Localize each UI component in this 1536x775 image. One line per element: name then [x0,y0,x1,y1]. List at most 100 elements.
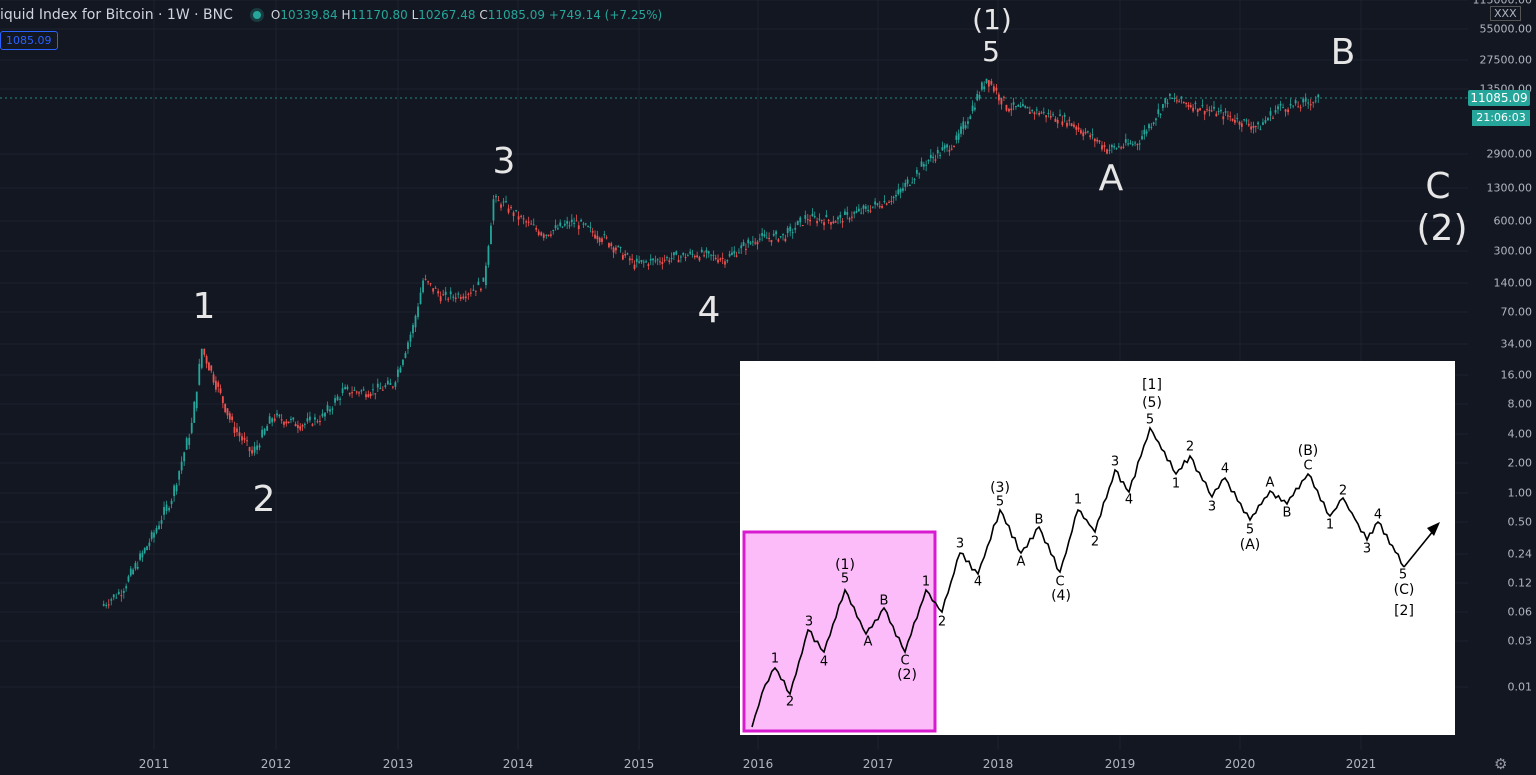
candle-body [1195,103,1197,104]
candle-body [508,209,510,213]
candle-body [457,294,459,295]
candle-body [937,150,939,153]
candle-body [1178,101,1180,102]
candle-body [995,88,997,91]
bar-countdown: 21:06:03 [1472,110,1530,126]
y-axis-tick-label: 1.00 [1470,487,1532,500]
open-key: O [271,8,280,22]
candle-body [1300,107,1302,108]
candle-body [648,264,650,266]
close-value: 11085.09 [488,8,545,22]
scale-button[interactable]: XXX [1490,6,1521,21]
candle-body [1312,102,1314,103]
candle-body [1234,120,1236,123]
candle-body [475,291,477,292]
chart-header: iquid Index for Bitcoin · 1W · BNC O1033… [0,6,662,24]
candle-body [372,389,374,390]
y-axis-tick-label: 115000.00 [1470,0,1532,7]
candle-body [467,294,469,295]
candle-body [888,202,890,203]
wave-label-c: C [1425,169,1450,205]
candle-body [738,252,740,253]
candle-body [914,179,916,180]
candle-body [627,253,629,254]
candle-body [986,79,988,83]
candle-body [485,266,487,285]
candle-body [1031,110,1033,111]
y-axis-tick-label: 0.01 [1470,681,1532,694]
candle-body [1241,123,1243,127]
candle-body [1275,110,1277,112]
candle-body [907,179,909,183]
candle-body [1290,104,1292,105]
candle-body [412,325,414,333]
candle-body [853,212,855,214]
candle-body [724,261,726,264]
candle-body [1020,106,1022,107]
change-value: +749.14 (+7.25%) [549,8,662,22]
candle-body [757,242,759,245]
candle-body [951,149,953,150]
candle-body [208,363,210,371]
candle-body [615,248,617,251]
candle-body [309,417,311,421]
candle-body [1066,123,1068,127]
candle-body [420,293,422,304]
candle-body [319,421,321,422]
candle-body [151,532,153,539]
candle-body [1123,147,1125,148]
candle-body [1017,105,1019,106]
settings-gear-icon[interactable]: ⚙ [1494,755,1507,773]
x-axis-tick-label: 2015 [624,757,655,771]
candle-body [1171,98,1173,99]
candle-body [890,201,892,202]
candle-body [1029,112,1031,114]
candle-body [1036,109,1038,110]
candle-body [935,159,937,160]
candle-body [227,408,229,415]
candle-body [1211,110,1213,111]
wave-label-b: B [1331,35,1356,71]
candle-body [856,211,858,213]
candle-body [828,220,830,221]
candle-body [113,594,115,597]
candle-body [283,422,285,425]
candle-body [1305,99,1307,102]
candle-body [251,450,253,453]
candle-body [1141,136,1143,139]
candle-body [322,414,324,417]
candle-body [132,570,134,574]
candle-body [1094,139,1096,141]
candle-body [979,95,981,98]
candle-body [846,212,848,215]
candle-body [1038,113,1040,115]
candle-body [722,258,724,259]
y-axis-tick-label: 34.00 [1470,338,1532,351]
candle-body [710,255,712,256]
wave-label-5: 5 [982,38,1000,66]
candle-body [1111,145,1113,147]
candle-body [784,239,786,241]
symbol-title[interactable]: iquid Index for Bitcoin · 1W · BNC [0,7,233,23]
candle-body [344,387,346,389]
x-axis-tick-label: 2014 [503,757,534,771]
candle-body [1183,102,1185,103]
candle-body [682,253,684,255]
candle-body [555,225,557,228]
candle-body [1099,141,1101,142]
candle-body [664,260,666,261]
candle-body [789,227,791,232]
candle-body [559,223,561,226]
candle-body [592,231,594,232]
candle-body [196,392,198,409]
low-value: 10267.48 [418,8,475,22]
candle-body [930,155,932,158]
candle-body [382,390,384,391]
candle-body [766,238,768,239]
candle-body [678,260,680,262]
candle-body [432,288,434,291]
candle-body [636,259,638,262]
candle-body [552,230,554,231]
candle-body [573,223,575,224]
candle-body [493,199,495,220]
